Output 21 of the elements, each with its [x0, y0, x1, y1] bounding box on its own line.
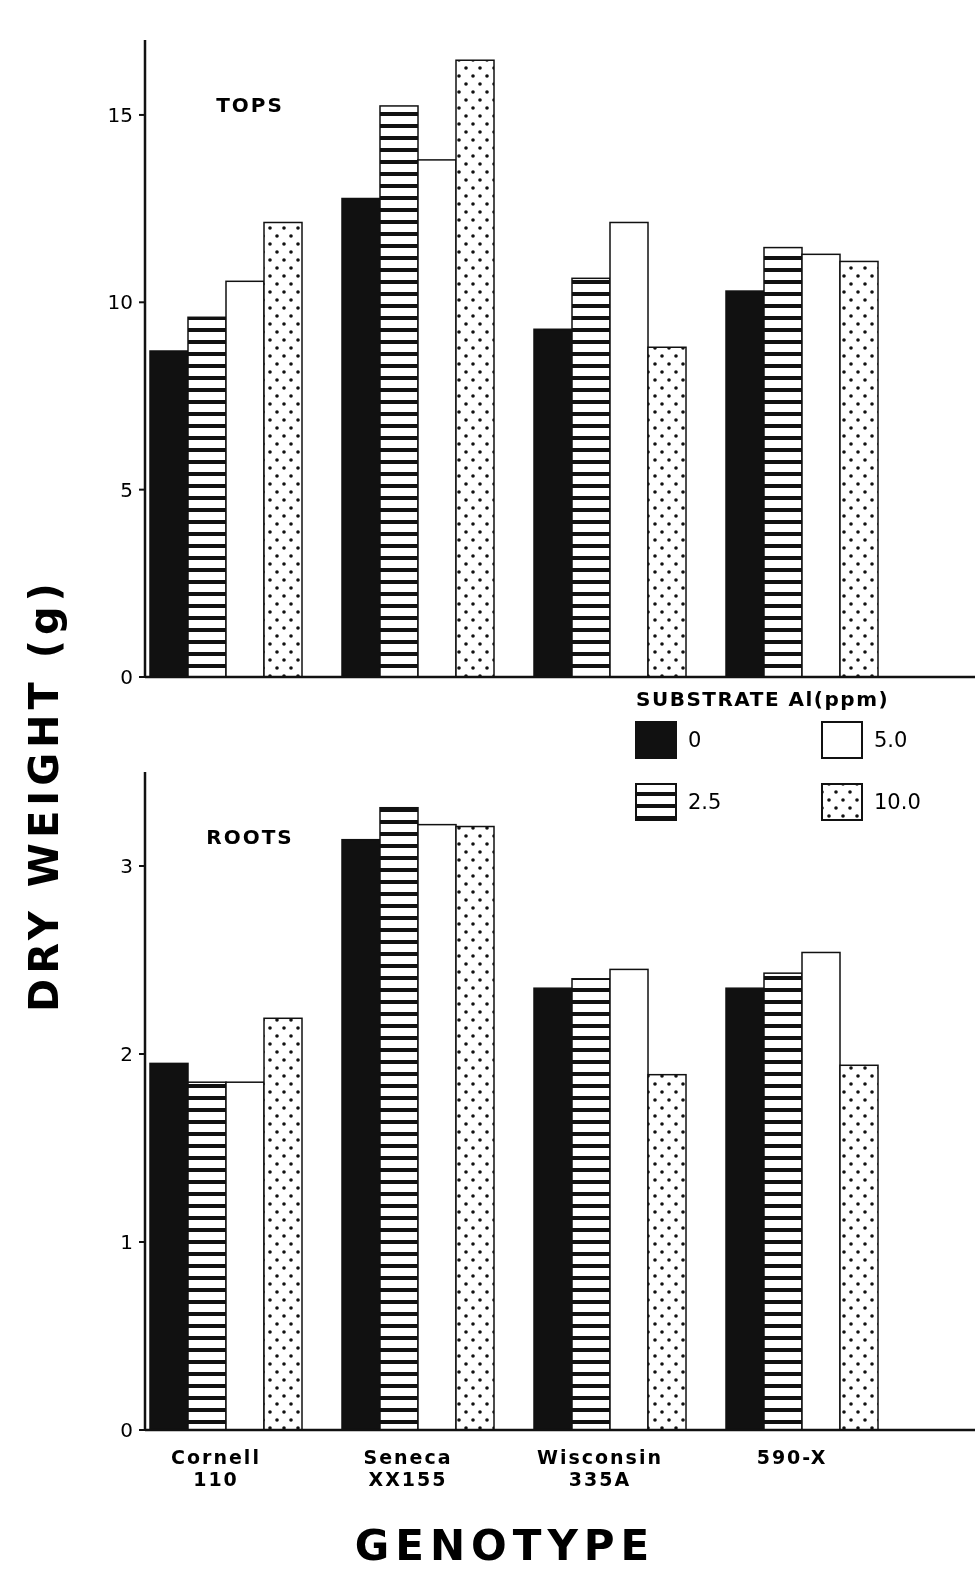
- y-tick-label: 10: [107, 290, 133, 315]
- y-tick-label: 2: [120, 1042, 133, 1066]
- text: TOPS: [216, 93, 284, 117]
- x-tick-label: Seneca XX155: [363, 1446, 453, 1490]
- x-tick-label: Cornell 110: [171, 1446, 261, 1490]
- x-tick-label: Wisconsin 335A: [537, 1446, 663, 1490]
- y-tick-label: 15: [107, 102, 133, 127]
- y-tick-label: 0: [120, 1418, 133, 1442]
- x-tick-label: 590-X: [756, 1446, 828, 1468]
- legend-label: 2.5: [688, 790, 722, 815]
- y-tick-label: 3: [120, 854, 133, 878]
- legend-label: 10.0: [874, 790, 921, 815]
- y-tick-label: 5: [120, 477, 133, 502]
- y-axis-title: DRY WEIGHT (g): [21, 578, 67, 1012]
- text: ROOTS: [206, 825, 294, 849]
- legend-title: SUBSTRATE Al(ppm): [636, 687, 890, 711]
- x-axis-title: GENOTYPE: [354, 1521, 656, 1569]
- y-tick-label: 1: [120, 1230, 133, 1254]
- y-tick-label: 0: [120, 665, 133, 689]
- legend-label: 0: [688, 728, 702, 753]
- legend-label: 5.0: [874, 728, 908, 753]
